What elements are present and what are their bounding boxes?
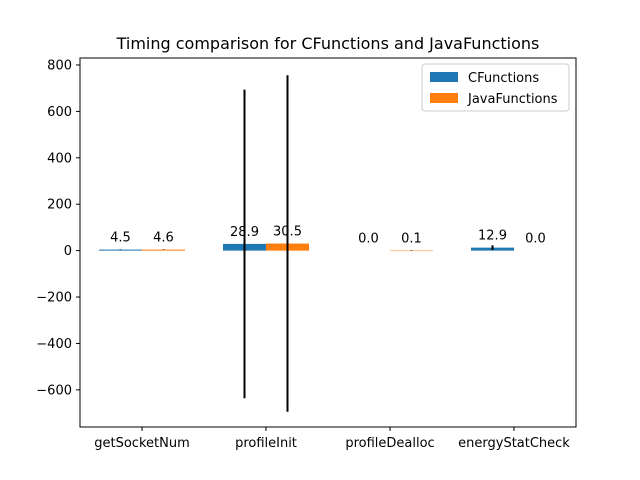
bar-cfunctions-getsocketnum bbox=[99, 249, 142, 251]
y-tick-label: 800 bbox=[47, 58, 72, 73]
y-tick-label: −200 bbox=[36, 291, 72, 306]
legend-box bbox=[421, 63, 570, 112]
legend-label-javafunctions: JavaFunctions bbox=[467, 92, 558, 107]
axes: −600 −400 −200 0 200 400 600 800 getSocketNum pro… bbox=[36, 57, 577, 451]
legend-swatch-cfunctions bbox=[430, 72, 458, 82]
data-label-javafunctions-energystatcheck: 0.0 bbox=[525, 232, 546, 247]
data-label-javafunctions-profiledealloc: 0.1 bbox=[401, 232, 422, 247]
bar-javafunctions-profiledealloc bbox=[390, 250, 433, 252]
data-label-javafunctions-profileinit: 30.5 bbox=[273, 225, 302, 240]
bar-javafunctions-getsocketnum bbox=[142, 249, 185, 251]
chart-title: Timing comparison for CFunctions and Jav… bbox=[116, 34, 540, 53]
y-tick-label: −400 bbox=[36, 337, 72, 352]
y-tick-label: 600 bbox=[47, 105, 72, 120]
y-tick-label: 0 bbox=[64, 244, 72, 259]
data-label-cfunctions-energystatcheck: 12.9 bbox=[478, 229, 507, 244]
data-label-cfunctions-profileinit: 28.9 bbox=[230, 225, 259, 240]
legend: CFunctions JavaFunctions bbox=[421, 63, 570, 112]
plot-area: 4.5 28.9 0.0 12.9 4.6 30.5 0.1 0.0 bbox=[99, 75, 546, 412]
x-tick-label-profileinit: profileInit bbox=[235, 436, 297, 451]
legend-swatch-javafunctions bbox=[430, 93, 458, 103]
x-tick-label-energystatcheck: energyStatCheck bbox=[458, 436, 570, 451]
data-label-cfunctions-profiledealloc: 0.0 bbox=[358, 232, 379, 247]
y-tick-label: −600 bbox=[36, 383, 72, 398]
y-tick-label: 200 bbox=[47, 198, 72, 213]
plot-frame bbox=[79, 57, 577, 428]
y-tick-label: 400 bbox=[47, 151, 72, 166]
legend-label-cfunctions: CFunctions bbox=[468, 71, 539, 86]
data-label-cfunctions-getsocketnum: 4.5 bbox=[110, 231, 131, 246]
data-label-javafunctions-getsocketnum: 4.6 bbox=[153, 231, 174, 246]
x-tick-label-profiledealloc: profileDealloc bbox=[345, 436, 434, 451]
x-tick-label-getsocketnum: getSocketNum bbox=[94, 436, 190, 451]
